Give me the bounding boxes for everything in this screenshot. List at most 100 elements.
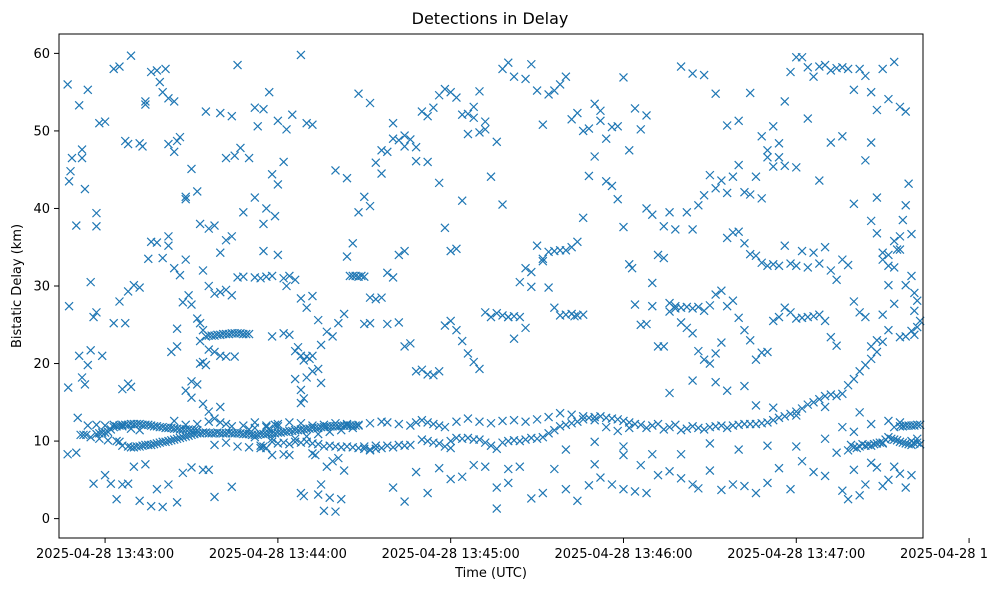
detection-point-217 xyxy=(158,253,168,263)
detection-point-964 xyxy=(279,438,289,448)
detection-point-636 xyxy=(774,138,784,148)
detection-point-430 xyxy=(457,336,467,346)
detection-point-267 xyxy=(221,235,231,245)
detection-point-663 xyxy=(722,121,732,130)
detection-point-229 xyxy=(192,314,202,323)
detection-point-449 xyxy=(570,311,579,321)
detection-point-7 xyxy=(71,448,81,458)
detection-point-295 xyxy=(279,157,289,167)
detection-point-657 xyxy=(895,102,905,112)
detection-point-546 xyxy=(624,145,634,155)
detection-point-687 xyxy=(849,297,859,306)
detection-point-219 xyxy=(169,263,179,273)
detection-point-96 xyxy=(169,435,179,444)
detection-point-895 xyxy=(837,486,847,496)
detection-point-634 xyxy=(763,152,772,162)
detection-point-967 xyxy=(313,429,323,439)
detection-point-307 xyxy=(227,111,237,121)
detection-point-879 xyxy=(665,466,674,476)
detection-point-474 xyxy=(469,102,479,112)
detection-point-185 xyxy=(129,280,139,290)
detection-point-402 xyxy=(339,309,349,319)
detection-point-8 xyxy=(74,351,84,361)
detection-point-896 xyxy=(843,494,853,504)
detection-point-385 xyxy=(319,506,329,516)
detection-point-389 xyxy=(316,480,326,489)
detection-point-632 xyxy=(751,172,761,182)
detection-point-205 xyxy=(169,97,179,106)
detection-point-400 xyxy=(328,331,338,341)
detection-point-251 xyxy=(210,347,219,357)
detection-point-221 xyxy=(181,255,191,265)
detection-point-299 xyxy=(273,116,283,126)
detection-point-487 xyxy=(440,223,450,233)
detection-point-931 xyxy=(791,411,801,420)
detection-point-71 xyxy=(109,420,119,430)
detection-point-457 xyxy=(371,158,381,168)
detection-markers xyxy=(63,50,925,517)
detection-point-629 xyxy=(734,160,744,170)
detection-point-526 xyxy=(503,58,513,68)
detection-point-465 xyxy=(417,107,427,116)
detection-point-94 xyxy=(164,436,173,446)
detection-point-26 xyxy=(100,117,110,127)
detection-point-68 xyxy=(83,421,93,430)
detection-point-655 xyxy=(884,94,893,104)
detection-point-706 xyxy=(904,179,914,189)
detection-point-680 xyxy=(878,248,888,258)
detection-point-962 xyxy=(256,443,266,453)
detection-point-628 xyxy=(728,172,738,182)
detection-point-871 xyxy=(584,480,594,490)
detection-point-787 xyxy=(895,437,905,447)
detection-point-860 xyxy=(457,472,467,482)
detection-point-473 xyxy=(463,109,473,119)
detection-point-462 xyxy=(400,131,410,140)
detection-point-918 xyxy=(820,434,830,444)
detection-point-950 xyxy=(284,418,294,427)
detection-point-16 xyxy=(71,221,81,230)
detection-point-748 xyxy=(820,391,830,401)
detection-point-444 xyxy=(544,283,554,292)
detection-point-852 xyxy=(434,421,444,430)
detection-point-11 xyxy=(83,360,93,370)
detection-point-949 xyxy=(273,421,283,431)
detection-point-202 xyxy=(161,64,170,74)
detection-point-317 xyxy=(308,291,317,301)
detection-point-875 xyxy=(619,484,628,494)
detection-point-627 xyxy=(722,188,732,198)
plot-area xyxy=(59,34,923,538)
detection-point-417 xyxy=(365,318,375,328)
detection-point-616 xyxy=(647,278,657,288)
detection-point-968 xyxy=(325,427,335,437)
detection-point-801 xyxy=(480,438,490,448)
detection-point-813 xyxy=(549,425,559,435)
x-tick-label-2: 2025-04-28 13:45:00 xyxy=(382,547,520,562)
detection-point-868 xyxy=(549,464,559,474)
detection-point-892 xyxy=(809,467,818,477)
detection-point-905 xyxy=(895,469,905,479)
detection-point-207 xyxy=(164,139,173,149)
detection-point-922 xyxy=(590,437,600,447)
detection-point-549 xyxy=(642,110,651,120)
detection-point-216 xyxy=(152,238,162,248)
detection-point-378 xyxy=(417,435,427,444)
detection-point-675 xyxy=(837,131,847,141)
detection-point-248 xyxy=(195,336,205,346)
detection-point-851 xyxy=(428,419,438,429)
detection-point-531 xyxy=(538,120,548,130)
detection-point-824 xyxy=(613,414,623,424)
detection-point-377 xyxy=(371,441,381,451)
detection-point-99 xyxy=(178,432,188,442)
detection-point-643 xyxy=(814,62,824,71)
detection-point-398 xyxy=(316,340,326,350)
detection-point-877 xyxy=(642,488,651,498)
detection-point-426 xyxy=(434,366,444,376)
detection-point-581 xyxy=(820,242,830,252)
detection-point-306 xyxy=(215,108,225,118)
detection-point-674 xyxy=(826,138,836,147)
detection-point-927 xyxy=(722,386,732,396)
detection-point-842 xyxy=(613,426,623,436)
detection-point-696 xyxy=(901,280,911,290)
detection-point-785 xyxy=(889,435,899,444)
